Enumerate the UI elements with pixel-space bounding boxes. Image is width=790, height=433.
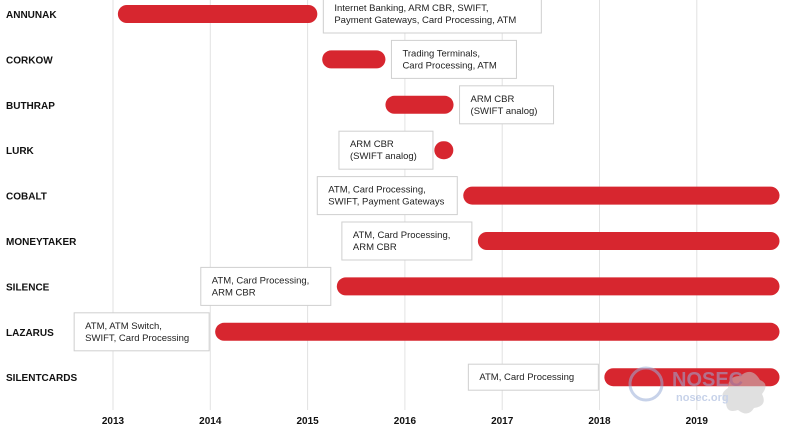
annotation-box: ATM, Card Processing,ARM CBR [200,266,332,306]
annotation-frame [341,221,473,261]
annotation-frame [200,266,332,306]
annotation-text: Card Processing, ATM [402,60,496,71]
annotation-text: ATM, Card Processing, [328,185,426,196]
annotation-text: Trading Terminals, [402,48,480,59]
group-label: MONEYTAKER [6,237,77,248]
annotation-text: ARM CBR [471,94,515,105]
watermark-splash-icon [722,371,766,414]
annotation-text: ATM, Card Processing, [212,275,309,286]
annotation-text: ARM CBR [353,242,397,253]
annotation-text: Internet Banking, ARM CBR, SWIFT, [334,3,488,14]
group-label: SILENCE [6,282,50,293]
x-tick-label: 2013 [102,416,125,427]
x-tick-label: 2019 [686,416,709,427]
annotation-text: ATM, Card Processing, [353,230,451,241]
annotation-frame [322,0,542,34]
row-labels: ANNUNAK CORKOW BUTHRAP LURK COBALT MONEYTAKER… [6,10,77,384]
annotation-text: ARM CBR [212,287,256,298]
annotation-text: (SWIFT analog) [471,106,538,117]
x-tick-label: 2017 [491,416,514,427]
annotation-frame [73,312,210,352]
annotation-frame [467,363,599,391]
annotation-box: ATM, Card Processing [467,363,599,391]
annotation-box: ATM, ATM Switch,SWIFT, Card Processing [73,312,210,352]
group-label: COBALT [6,192,47,203]
group-label: LAZARUS [6,328,54,339]
annotations: Internet Banking, ARM CBR, SWIFT,Payment… [73,0,599,391]
annotation-text: (SWIFT analog) [350,151,417,162]
x-tick-label: 2014 [199,416,222,427]
x-tick-label: 2018 [588,416,611,427]
group-label: ANNUNAK [6,10,57,21]
annotation-box: ARM CBR(SWIFT analog) [459,85,555,125]
annotation-frame [338,130,434,170]
annotation-frame [459,85,555,125]
annotation-box: ATM, Card Processing,ARM CBR [341,221,473,261]
watermark-brand: NOSEC [672,369,743,391]
annotation-text: SWIFT, Payment Gateways [328,197,444,208]
watermark-site: nosec.org [676,392,729,404]
annotation-box: Internet Banking, ARM CBR, SWIFT,Payment… [322,0,542,34]
annotation-box: ATM, Card Processing,SWIFT, Payment Gate… [316,176,458,216]
nosec-watermark: NOSEC nosec.org [628,366,766,414]
group-label: CORKOW [6,55,53,66]
x-tick-label: 2016 [394,416,417,427]
annotation-text: Payment Gateways, Card Processing, ATM [334,15,516,26]
group-label: SILENTCARDS [6,373,77,384]
x-axis-ticks: 2013 2014 2015 2016 2017 2018 2019 [102,416,708,427]
annotation-text: ATM, ATM Switch, [85,321,162,332]
annotation-frame [316,176,458,216]
annotation-text: ARM CBR [350,139,394,150]
annotation-frame [390,39,517,79]
group-label: LURK [6,146,35,157]
annotation-box: ARM CBR(SWIFT analog) [338,130,434,170]
group-label: BUTHRAP [6,101,55,112]
x-tick-label: 2015 [296,416,319,427]
annotation-box: Trading Terminals,Card Processing, ATM [390,39,517,79]
annotation-text: SWIFT, Card Processing [85,333,189,344]
watermark-logo-icon [628,366,664,402]
bars [117,5,780,387]
annotation-text: ATM, Card Processing [479,372,574,383]
